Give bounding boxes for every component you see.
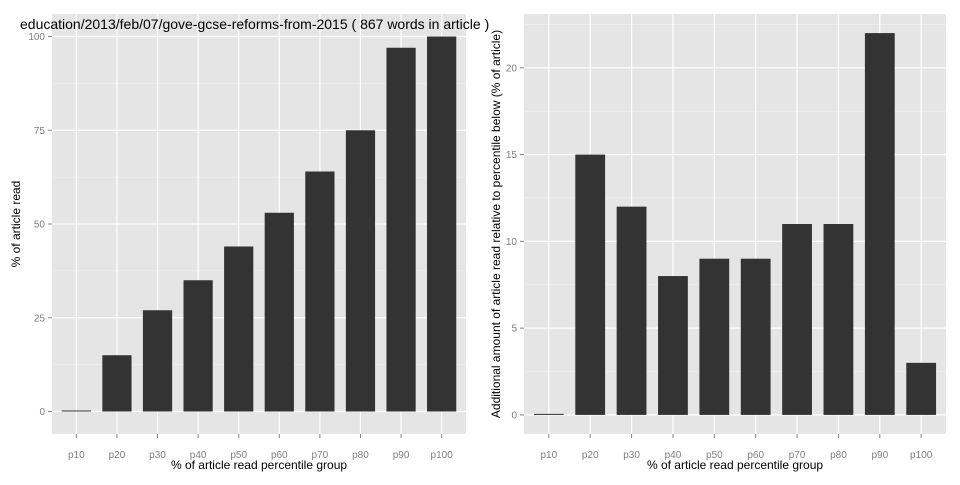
- x-tick-label: p80: [830, 450, 847, 461]
- x-axis-label: % of article read percentile group: [647, 458, 823, 472]
- chart-title: education/2013/feb/07/gove-gcse-reforms-…: [20, 16, 489, 32]
- x-tick-label: p70: [789, 450, 806, 461]
- y-tick-label: 0: [511, 410, 517, 421]
- x-tick-label: p90: [871, 450, 888, 461]
- bar-p40: [183, 280, 213, 412]
- x-axis-label: % of article read percentile group: [171, 458, 347, 472]
- bar-p40: [658, 276, 688, 415]
- bar-p100: [427, 36, 457, 412]
- y-tick-label: 0: [39, 407, 45, 418]
- x-tick-label: p100: [431, 450, 454, 461]
- x-tick-label: p40: [190, 450, 207, 461]
- x-tick-label: p60: [271, 450, 288, 461]
- bar-p90: [386, 47, 416, 412]
- bar-p70: [305, 171, 335, 412]
- bar-p60: [740, 258, 771, 415]
- x-tick-label: p30: [149, 450, 166, 461]
- y-axis-label: Additional amount of article read relati…: [489, 30, 503, 418]
- y-tick-label: 25: [34, 313, 46, 324]
- x-tick-label: p60: [747, 450, 764, 461]
- bar-p90: [864, 33, 895, 415]
- bar-p100: [906, 362, 937, 415]
- y-tick-label: 20: [506, 63, 518, 74]
- y-tick-label: 10: [506, 237, 518, 248]
- x-tick-label: p80: [352, 450, 369, 461]
- y-axis-label: % of article read: [9, 181, 23, 268]
- bar-p80: [823, 224, 854, 415]
- bar-p20: [575, 154, 606, 415]
- y-tick-label: 75: [34, 126, 46, 137]
- y-tick-label: 50: [34, 220, 46, 231]
- bar-p30: [142, 310, 173, 412]
- y-tick-label: 100: [28, 32, 45, 43]
- bar-p50: [699, 258, 730, 415]
- x-tick-label: p10: [68, 450, 85, 461]
- bar-p10: [61, 410, 91, 412]
- bar-p30: [616, 206, 647, 415]
- left-chart: 0 25 50 75 100 p10 p20 p30 p40 p50 p60 p70 p80 p90 p10…: [9, 14, 466, 472]
- x-tick-label: p50: [706, 450, 723, 461]
- x-tick-label: p100: [910, 450, 933, 461]
- x-tick-label: p90: [393, 450, 410, 461]
- x-tick-label: p20: [109, 450, 126, 461]
- x-tick-label: p50: [230, 450, 247, 461]
- y-tick-label: 5: [511, 324, 517, 335]
- right-chart: 0 5 10 15 20 p10 p20 p30 p40 p50 p60 p70 p80 p90 p100%…: [489, 14, 946, 472]
- bar-p50: [224, 246, 254, 412]
- x-tick-label: p40: [665, 450, 682, 461]
- bar-p20: [102, 355, 132, 412]
- bar-p70: [782, 224, 812, 415]
- x-tick-label: p10: [540, 450, 557, 461]
- x-tick-label: p70: [312, 450, 329, 461]
- bar-p10: [533, 413, 564, 415]
- panel-gap: [480, 0, 960, 14]
- bar-p80: [345, 130, 376, 412]
- x-tick-label: p20: [582, 450, 599, 461]
- y-tick-label: 15: [506, 150, 518, 161]
- x-tick-label: p30: [623, 450, 640, 461]
- bar-p60: [264, 212, 294, 412]
